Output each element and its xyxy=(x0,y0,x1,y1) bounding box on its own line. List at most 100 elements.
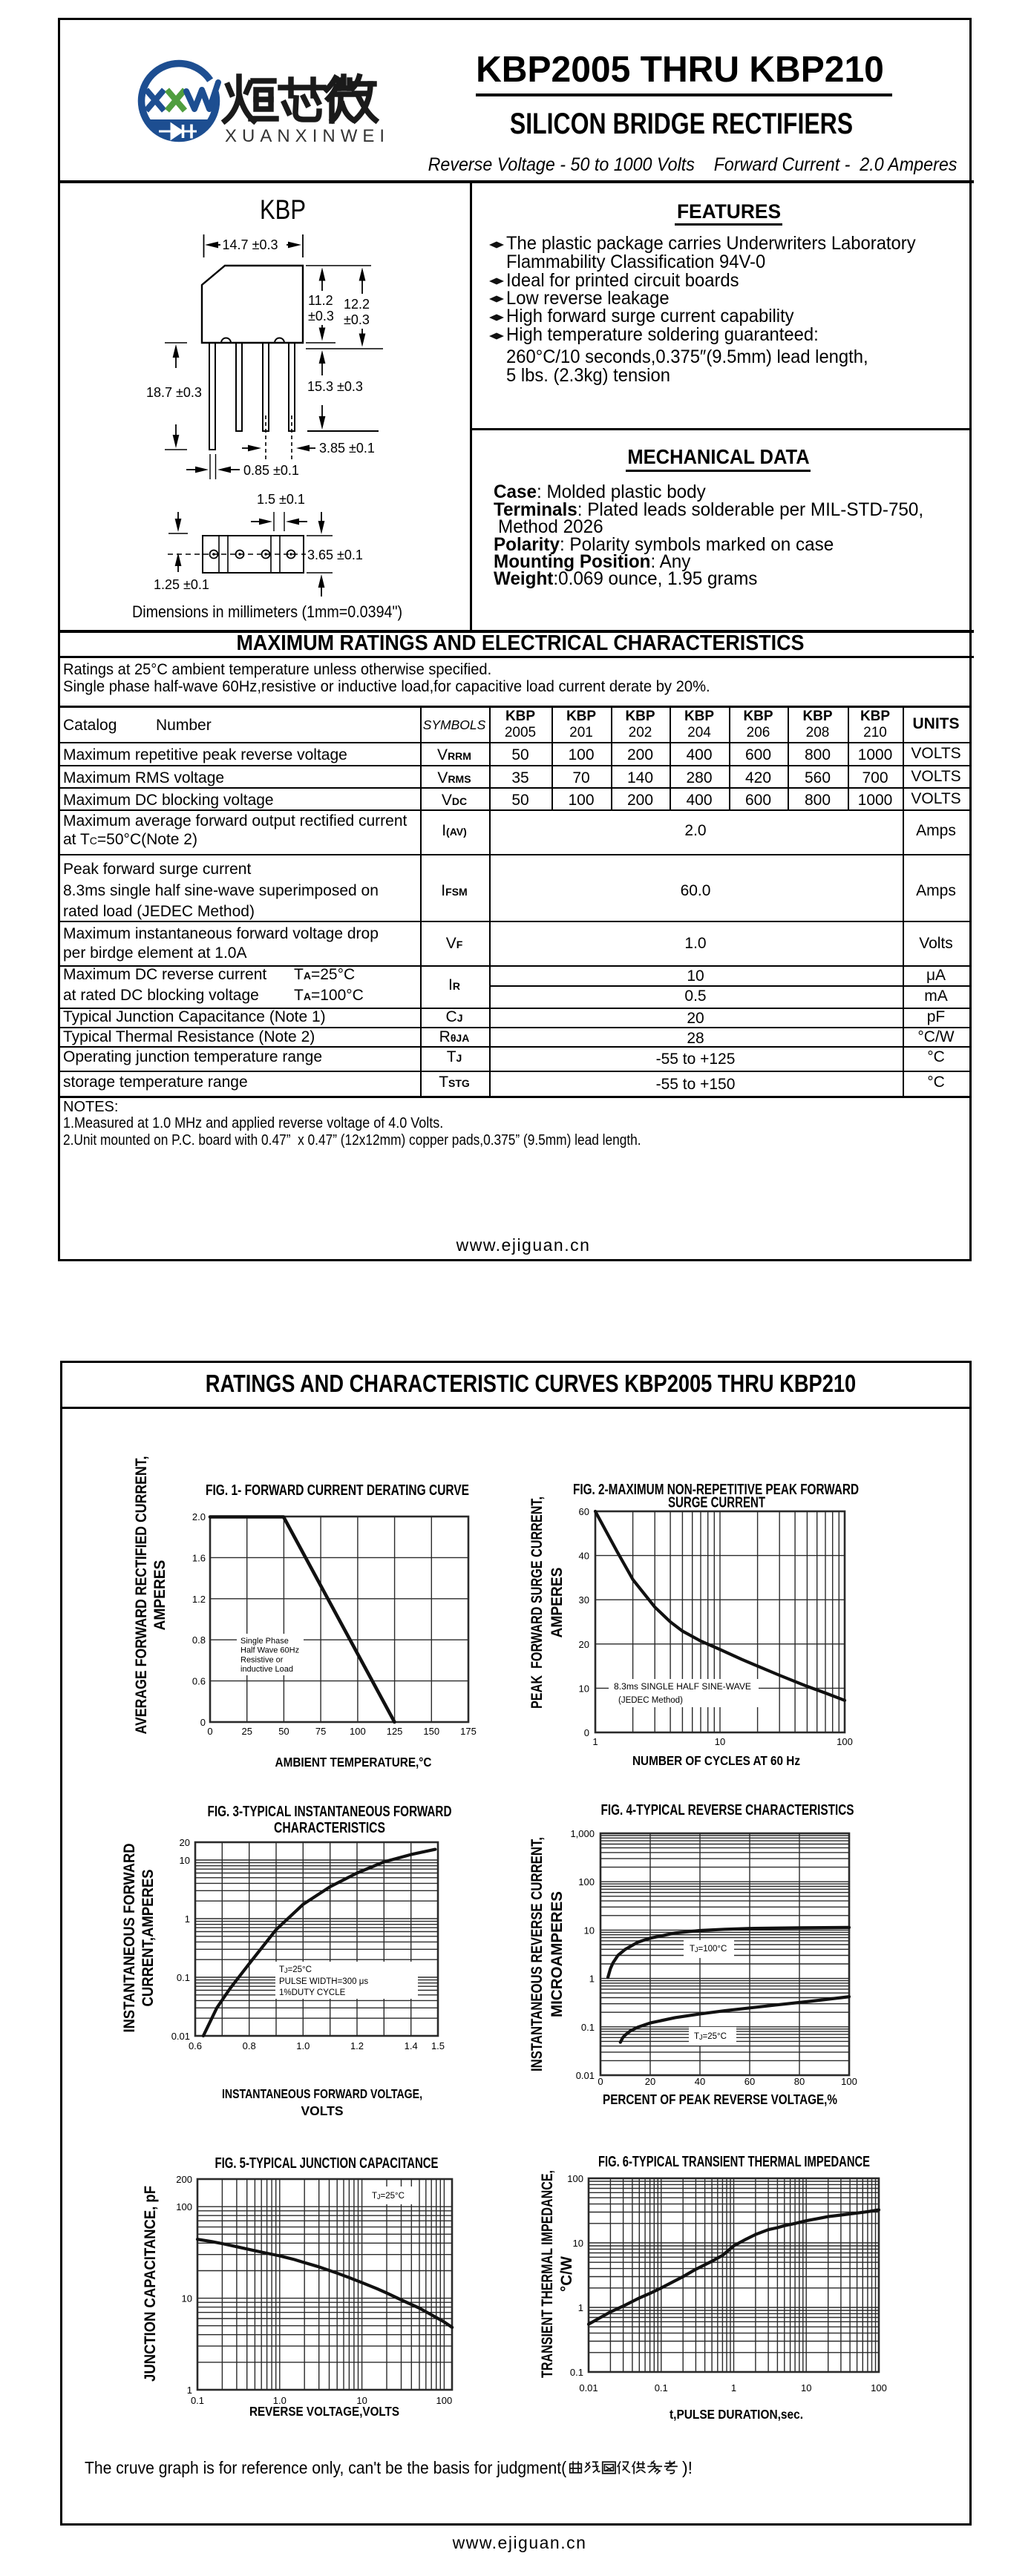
svg-text:10: 10 xyxy=(579,1683,589,1694)
svg-text:CURRENT,AMPERES: CURRENT,AMPERES xyxy=(140,1870,157,2007)
svg-text:75: 75 xyxy=(315,1726,326,1737)
svg-text:TJ=25°C: TJ=25°C xyxy=(372,2192,405,2201)
svg-text:Single Phase: Single Phase xyxy=(240,1637,289,1646)
svg-text:AVERAGE FORWARD RECTIFIED CURR: AVERAGE FORWARD RECTIFIED CURRENT, xyxy=(133,1456,150,1735)
svg-text:10: 10 xyxy=(584,1925,595,1936)
svg-text:0.85 ±0.1: 0.85 ±0.1 xyxy=(243,463,299,478)
svg-text:0.1: 0.1 xyxy=(177,1972,190,1983)
svg-text:FIG. 5-TYPICAL JUNCTION CAPACI: FIG. 5-TYPICAL JUNCTION CAPACITANCE xyxy=(215,2155,439,2172)
svg-text:AMPERES: AMPERES xyxy=(151,1560,168,1631)
svg-text:PEAK FORWARD SURGE CURRENT,: PEAK FORWARD SURGE CURRENT, xyxy=(528,1496,546,1709)
svg-text:(JEDEC Method): (JEDEC Method) xyxy=(618,1696,683,1705)
svg-text:12.2: 12.2 xyxy=(344,297,370,312)
svg-text:1.6: 1.6 xyxy=(192,1552,206,1563)
svg-text:60: 60 xyxy=(744,2076,755,2087)
svg-text:3.65 ±0.1: 3.65 ±0.1 xyxy=(307,548,363,562)
svg-text:0: 0 xyxy=(598,2076,603,2087)
svg-text:150: 150 xyxy=(423,1726,439,1737)
svg-text:0.1: 0.1 xyxy=(191,2395,204,2406)
svg-text:1: 1 xyxy=(185,1913,190,1925)
svg-text:100: 100 xyxy=(578,1876,595,1887)
svg-text:0.01: 0.01 xyxy=(579,2382,598,2393)
svg-text:INSTANTANEOUS FORWARD VOLTAGE,: INSTANTANEOUS FORWARD VOLTAGE, xyxy=(222,2086,422,2101)
svg-text:0.8: 0.8 xyxy=(192,1634,206,1646)
svg-text:FIG. 2-MAXIMUM NON-REPETITIVE: FIG. 2-MAXIMUM NON-REPETITIVE PEAK FORWA… xyxy=(573,1482,859,1498)
svg-text:1.5: 1.5 xyxy=(431,2040,445,2051)
svg-text:TJ=25°C: TJ=25°C xyxy=(279,1965,312,1974)
svg-text:25: 25 xyxy=(241,1726,252,1737)
svg-text:1: 1 xyxy=(578,2302,583,2313)
svg-text:SURGE CURRENT: SURGE CURRENT xyxy=(668,1495,765,1511)
svg-text:TJ=25°C: TJ=25°C xyxy=(694,2032,727,2041)
svg-text:0: 0 xyxy=(207,1726,212,1737)
svg-text:18.7 ±0.3: 18.7 ±0.3 xyxy=(146,385,202,400)
svg-text:1: 1 xyxy=(731,2382,736,2393)
svg-text:100: 100 xyxy=(176,2201,192,2212)
svg-text:50: 50 xyxy=(278,1726,289,1737)
svg-text:14.7 ±0.3: 14.7 ±0.3 xyxy=(223,237,278,252)
svg-text:1.2: 1.2 xyxy=(350,2040,364,2051)
svg-text:0.01: 0.01 xyxy=(576,2070,595,2081)
svg-text:VOLTS: VOLTS xyxy=(301,2103,343,2118)
svg-text:100: 100 xyxy=(350,1726,366,1737)
svg-text:TJ=100°C: TJ=100°C xyxy=(690,1945,727,1954)
svg-text:11.2: 11.2 xyxy=(308,293,333,308)
svg-text:0.8: 0.8 xyxy=(243,2040,256,2051)
svg-text:PULSE WIDTH=300 μs: PULSE WIDTH=300 μs xyxy=(279,1977,368,1986)
svg-text:FIG. 4-TYPICAL REVERSE CHARACT: FIG. 4-TYPICAL REVERSE CHARACTERISTICS xyxy=(601,1802,854,1818)
svg-text:30: 30 xyxy=(579,1594,589,1606)
svg-text:1%DUTY CYCLE: 1%DUTY CYCLE xyxy=(279,1988,346,1997)
svg-text:REVERSE VOLTAGE,VOLTS: REVERSE VOLTAGE,VOLTS xyxy=(249,2404,399,2419)
svg-text:3.85 ±0.1: 3.85 ±0.1 xyxy=(319,441,375,456)
svg-text:INSTANTANEOUS FORWARD: INSTANTANEOUS FORWARD xyxy=(121,1844,138,2033)
svg-text:0.1: 0.1 xyxy=(581,2022,595,2033)
svg-text:1: 1 xyxy=(187,2385,192,2396)
svg-text:1.0: 1.0 xyxy=(296,2040,310,2051)
svg-text:10: 10 xyxy=(715,1736,725,1747)
svg-text:0.01: 0.01 xyxy=(171,2031,190,2042)
svg-text:0: 0 xyxy=(584,1727,589,1738)
svg-text:MICROAMPERES: MICROAMPERES xyxy=(549,1891,566,2017)
svg-text:1.0: 1.0 xyxy=(273,2395,287,2406)
svg-text:100: 100 xyxy=(841,2076,857,2087)
svg-text:FIG. 6-TYPICAL TRANSIENT THERM: FIG. 6-TYPICAL TRANSIENT THERMAL IMPEDAN… xyxy=(598,2154,870,2170)
svg-text:1,000: 1,000 xyxy=(570,1828,595,1839)
svg-text:10: 10 xyxy=(573,2238,583,2249)
svg-text:1: 1 xyxy=(589,1974,595,1985)
svg-text:175: 175 xyxy=(460,1726,477,1737)
svg-text:40: 40 xyxy=(579,1551,589,1562)
svg-text:20: 20 xyxy=(645,2076,655,2087)
svg-text:0.6: 0.6 xyxy=(189,2040,202,2051)
svg-text:±0.3: ±0.3 xyxy=(308,309,334,323)
svg-text:80: 80 xyxy=(794,2076,805,2087)
svg-text:100: 100 xyxy=(436,2395,453,2406)
svg-text:1: 1 xyxy=(592,1736,598,1747)
svg-text:1.4: 1.4 xyxy=(405,2040,418,2051)
svg-text:100: 100 xyxy=(837,1736,853,1747)
svg-text:0.6: 0.6 xyxy=(192,1676,206,1687)
svg-text:100: 100 xyxy=(871,2382,887,2393)
svg-text:1.2: 1.2 xyxy=(192,1594,206,1605)
svg-text:10: 10 xyxy=(180,1855,190,1866)
svg-text:60: 60 xyxy=(579,1506,589,1517)
svg-text:FIG. 1- FORWARD CURRENT DERATI: FIG. 1- FORWARD CURRENT DERATING CURVE xyxy=(206,1482,469,1499)
svg-text:1.25 ±0.1: 1.25 ±0.1 xyxy=(154,577,209,592)
svg-text:15.3 ±0.3: 15.3 ±0.3 xyxy=(307,379,363,394)
svg-text:±0.3: ±0.3 xyxy=(344,312,370,327)
svg-text:t,PULSE DURATION,sec.: t,PULSE DURATION,sec. xyxy=(670,2407,803,2422)
svg-text:20: 20 xyxy=(579,1639,589,1650)
svg-text:125: 125 xyxy=(387,1726,403,1737)
svg-text:2.0: 2.0 xyxy=(192,1511,206,1522)
svg-text:20: 20 xyxy=(180,1837,190,1848)
svg-text:1.5 ±0.1: 1.5 ±0.1 xyxy=(257,492,305,507)
svg-text:INSTANTANEOUS REVERSE CURRENT,: INSTANTANEOUS REVERSE CURRENT, xyxy=(528,1837,546,2071)
svg-text:FIG. 3-TYPICAL INSTANTANEOUS F: FIG. 3-TYPICAL INSTANTANEOUS FORWARD xyxy=(208,1804,452,1820)
svg-text:inductive Load: inductive Load xyxy=(240,1665,293,1674)
svg-text:40: 40 xyxy=(695,2076,705,2087)
svg-text:PERCENT OF PEAK REVERSE VOLTAG: PERCENT OF PEAK REVERSE VOLTAGE,% xyxy=(603,2092,837,2107)
svg-text:AMBIENT TEMPERATURE,°C: AMBIENT TEMPERATURE,°C xyxy=(275,1755,432,1770)
svg-text:CHARACTERISTICS: CHARACTERISTICS xyxy=(274,1820,385,1836)
svg-text:10: 10 xyxy=(356,2395,367,2406)
svg-text:Half Wave 60Hz: Half Wave 60Hz xyxy=(240,1646,299,1655)
svg-text:°C/W: °C/W xyxy=(558,2256,575,2292)
